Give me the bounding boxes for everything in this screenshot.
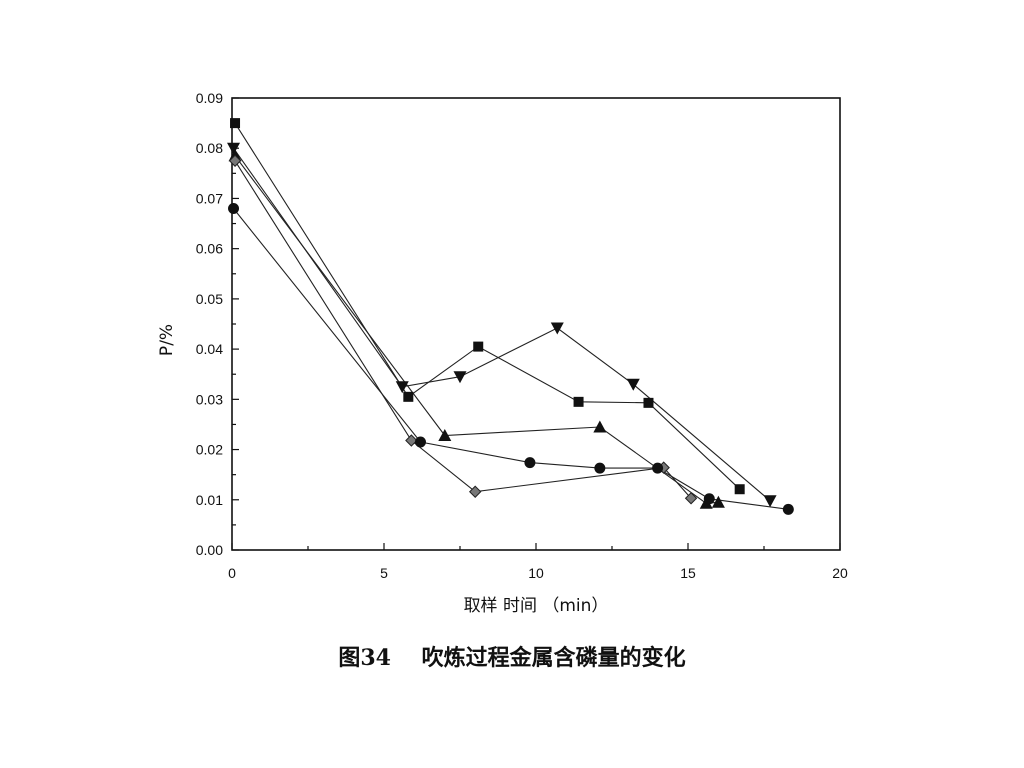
y-tick-labels: 0.00 0.01 0.02 0.03 0.04 0.05 0.06 0.07 0.08 0.09	[196, 90, 223, 558]
data-point-square	[643, 397, 654, 408]
data-point-circle	[594, 462, 606, 474]
data-point-circle	[703, 493, 715, 505]
chart: 0 5 10 15 20 0.000.010.020.030.040.050.060.0…	[157, 90, 848, 616]
data-point-triangle-down	[550, 322, 564, 335]
data-point-square	[403, 391, 414, 402]
data-point-square	[230, 118, 241, 129]
y-tick-label: 0.02	[196, 442, 223, 458]
data-point-square	[734, 484, 745, 495]
series-line-diamond	[234, 160, 692, 499]
data-point-circle	[228, 202, 240, 214]
y-tick-label: 0.01	[196, 492, 223, 508]
x-tick-labels: 0 5 10 15 20	[228, 565, 848, 581]
y-tick-label: 0.09	[196, 90, 223, 106]
data-point-triangle-down	[227, 142, 241, 155]
data-point-triangle-down	[395, 381, 409, 394]
series-line-circle	[233, 208, 789, 510]
data-point-diamond	[468, 485, 482, 498]
y-tick-label: 0.08	[196, 140, 223, 156]
data-point-circle	[782, 503, 794, 515]
x-axis-title: 取样 时间 （min）	[464, 596, 609, 616]
y-tick-label: 0.04	[196, 341, 223, 357]
series-line-square	[234, 122, 741, 490]
series-line-triangle-up	[234, 155, 719, 504]
axis-ticks	[231, 97, 841, 551]
figure-title: 吹炼过程金属含磷量的变化	[421, 645, 686, 671]
data-point-triangle-up	[593, 420, 607, 433]
data-point-square	[473, 341, 484, 352]
data-point-triangle-down	[453, 371, 467, 384]
series-lines	[233, 122, 789, 510]
x-tick-label: 20	[832, 565, 848, 581]
x-tick-label: 5	[380, 565, 388, 581]
data-point-triangle-up	[711, 495, 725, 508]
figure-number: 图34	[338, 645, 391, 671]
data-point-circle	[652, 462, 664, 474]
data-point-diamond	[405, 434, 418, 447]
x-tick-label: 0	[228, 565, 236, 581]
y-tick-label: 0.06	[196, 241, 223, 257]
x-tick-label: 10	[528, 565, 544, 581]
y-tick-label: 0.00	[196, 542, 223, 558]
series-line-triangle-down	[233, 147, 771, 502]
figure-caption: 图34 吹炼过程金属含磷量的变化	[0, 640, 1024, 672]
y-axis-title: P/%	[157, 324, 177, 356]
data-point-triangle-down	[763, 495, 777, 508]
data-point-diamond	[228, 154, 242, 167]
data-point-square	[573, 396, 584, 407]
data-point-triangle-down	[626, 378, 640, 391]
y-tick-label: 0.03	[196, 391, 223, 407]
y-tick-label: 0.07	[196, 190, 223, 206]
x-tick-label: 15	[680, 565, 696, 581]
y-tick-label: 0.05	[196, 291, 223, 307]
data-point-circle	[524, 457, 536, 469]
data-point-circle	[414, 436, 426, 448]
series-markers	[227, 118, 794, 515]
data-point-diamond	[684, 492, 698, 505]
data-point-triangle-up	[438, 428, 452, 441]
